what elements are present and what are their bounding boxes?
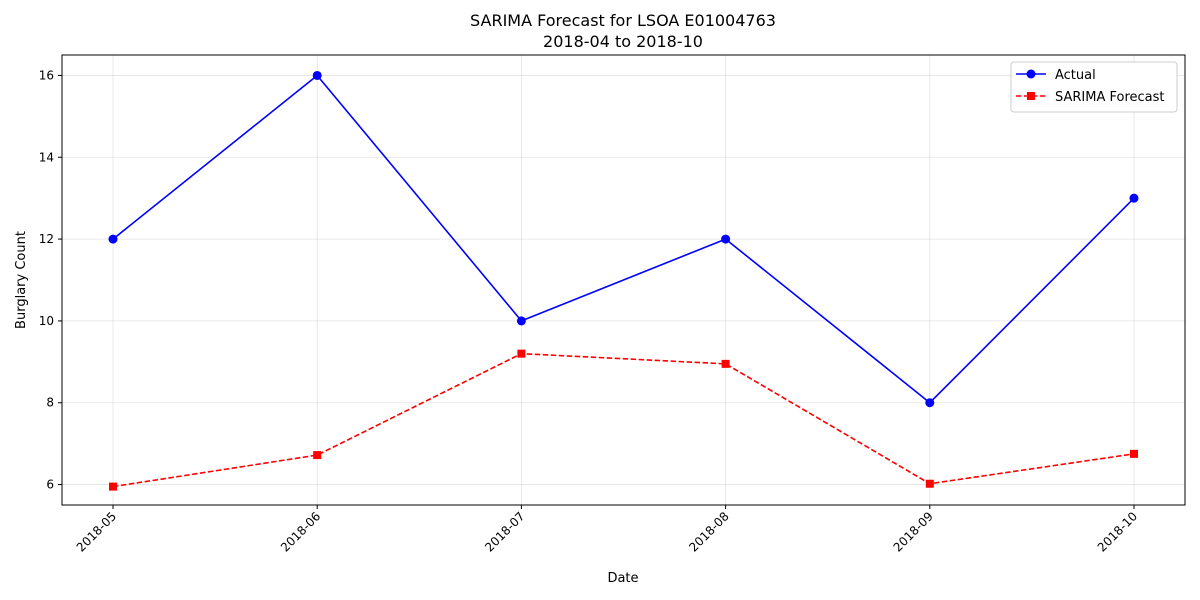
plot-frame (61, 54, 1186, 506)
series-layer (108, 70, 1139, 491)
grid-lines (62, 55, 1185, 505)
data-point-0-1 (312, 70, 322, 80)
y-tick-label: 10 (39, 314, 54, 328)
data-point-1-4 (925, 479, 934, 488)
chart-subtitle: 2018-04 to 2018-10 (543, 32, 703, 51)
x-axis-label: Date (607, 571, 638, 586)
legend-marker-actual (1026, 69, 1036, 79)
legend: Actual SARIMA Forecast (1010, 61, 1178, 113)
chart-title: SARIMA Forecast for LSOA E01004763 (470, 11, 776, 30)
series-line-0 (112, 74, 1135, 404)
legend-item-actual: Actual (1016, 68, 1096, 83)
data-point-1-0 (109, 482, 117, 491)
legend-label-forecast: SARIMA Forecast (1055, 90, 1165, 105)
data-point-0-0 (108, 234, 118, 244)
data-point-0-3 (721, 234, 731, 244)
data-point-1-1 (313, 451, 322, 460)
y-axis-label: Burglary Count (14, 231, 29, 329)
data-point-0-5 (1129, 193, 1139, 203)
y-tick-label: 14 (39, 150, 54, 164)
data-point-1-5 (1130, 449, 1138, 458)
y-tick-label: 8 (46, 396, 54, 410)
y-tick-label: 12 (39, 232, 54, 246)
data-point-1-3 (721, 359, 730, 368)
legend-label-actual: Actual (1055, 68, 1096, 83)
data-point-0-4 (925, 398, 935, 408)
series-line-1 (112, 352, 1135, 488)
legend-item-forecast: SARIMA Forecast (1016, 90, 1165, 105)
y-axis-ticks: 6 8 10 12 14 16 (39, 68, 62, 492)
data-point-0-2 (516, 316, 526, 326)
legend-marker-forecast (1027, 92, 1035, 100)
legend-box (1010, 61, 1178, 113)
y-tick-label: 16 (39, 68, 54, 82)
y-tick-label: 6 (46, 478, 54, 492)
data-point-1-2 (517, 349, 526, 358)
